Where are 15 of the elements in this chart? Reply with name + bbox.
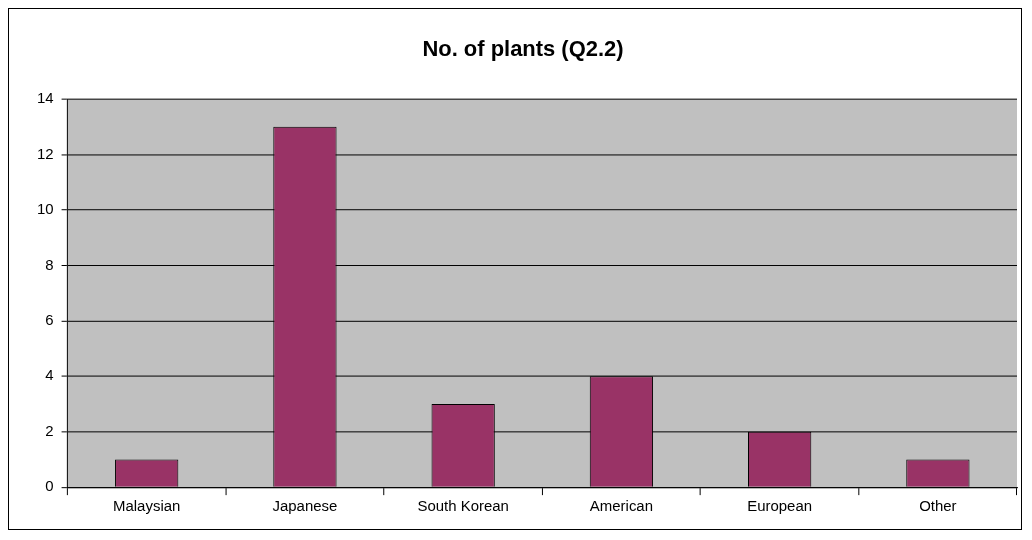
y-tick-label: 0 bbox=[45, 477, 54, 495]
y-tick-label: 2 bbox=[45, 421, 54, 439]
y-tick-label: 14 bbox=[36, 89, 54, 107]
y-tick-label: 12 bbox=[36, 144, 54, 162]
x-tick-label: South Korean bbox=[417, 497, 509, 515]
x-tick-label: Other bbox=[919, 497, 957, 515]
chart-title: No. of plants (Q2.2) bbox=[422, 36, 624, 62]
y-tick-label: 8 bbox=[45, 255, 54, 273]
y-tick-label: 6 bbox=[45, 310, 54, 328]
y-tick-label: 10 bbox=[36, 200, 54, 218]
x-tick-label: Malaysian bbox=[113, 497, 181, 515]
x-tick-label: European bbox=[747, 497, 813, 515]
x-tick-label: American bbox=[589, 497, 653, 515]
y-tick-label: 4 bbox=[45, 366, 54, 384]
x-tick-label: Japanese bbox=[272, 497, 338, 515]
